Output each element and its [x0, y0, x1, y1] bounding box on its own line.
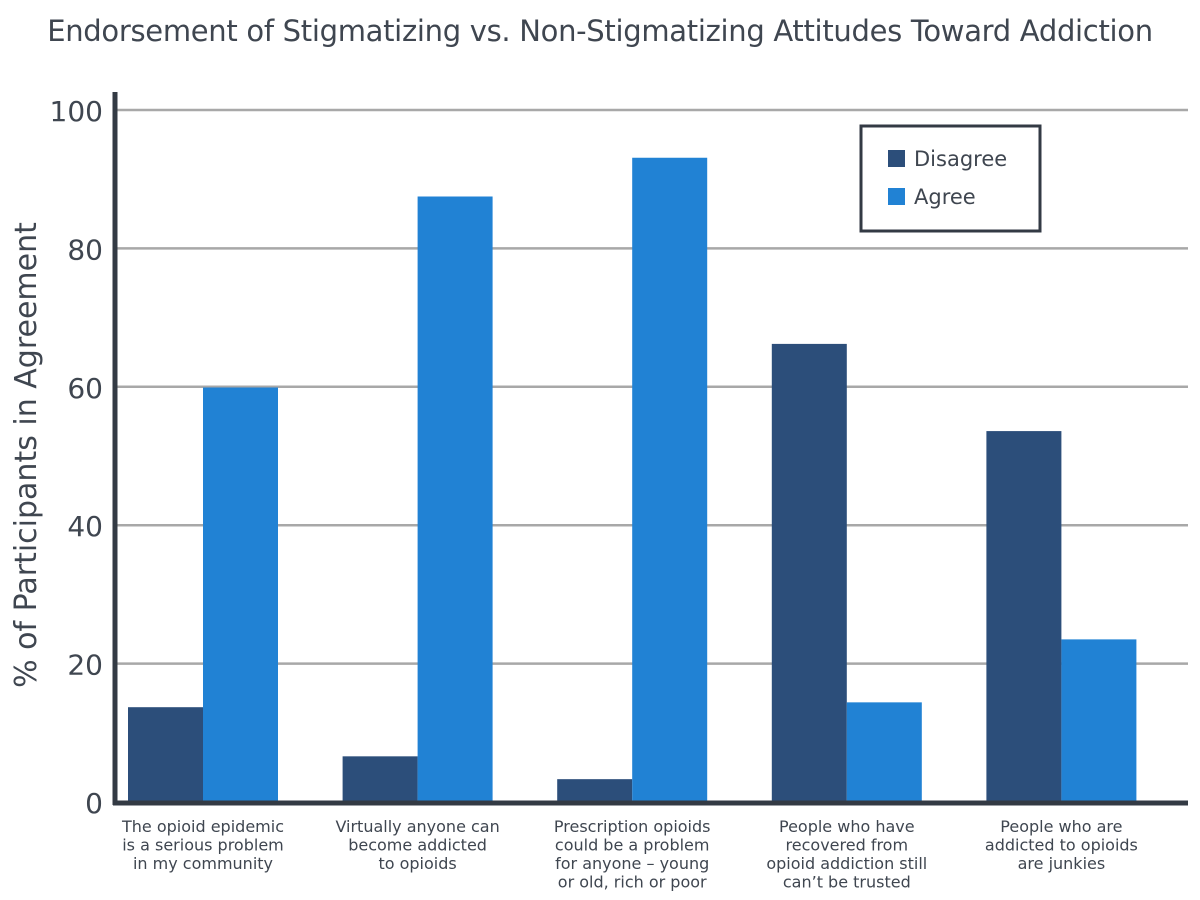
category-label: People who are addicted to opioids are jun… — [985, 817, 1138, 873]
bar-agree-1 — [203, 387, 278, 802]
category-label-line: are junkies — [1018, 854, 1106, 873]
category-label-line: People who have — [779, 817, 915, 836]
bar-agree-3 — [632, 157, 708, 803]
category-labels: The opioid epidemic is a serious problem i… — [121, 817, 1138, 892]
y-tick-label: 100 — [50, 95, 103, 128]
category-label: Prescription opioids could be a problem fo… — [554, 817, 711, 892]
legend-label-disagree: Disagree — [914, 147, 1007, 171]
bars — [128, 157, 1137, 803]
y-tick-label: 0 — [85, 787, 103, 820]
category-label: The opioid epidemic is a serious problem i… — [121, 817, 284, 873]
category-label: Virtually anyone can become addicted to op… — [335, 817, 499, 873]
bar-disagree-2 — [342, 756, 418, 802]
category-label-line: recovered from — [786, 836, 909, 855]
category-label-line: The opioid epidemic — [121, 817, 284, 836]
y-axis-label: % of Participants in Agreement — [9, 222, 44, 688]
category-label-line: addicted to opioids — [985, 836, 1138, 855]
category-label: People who have recovered from opioid addi… — [766, 817, 927, 892]
category-label-line: Virtually anyone can — [335, 817, 499, 836]
legend-box — [859, 124, 1042, 233]
category-label-line: Prescription opioids — [554, 817, 711, 836]
legend-swatch-agree — [888, 188, 905, 205]
category-label-line: opioid addiction still — [766, 854, 927, 873]
category-label-line: for anyone – young — [555, 854, 709, 873]
category-label-line: to opioids — [378, 854, 456, 873]
bar-agree-2 — [417, 196, 493, 802]
y-tick-label: 20 — [67, 649, 103, 682]
legend-label-agree: Agree — [914, 185, 976, 209]
axes — [112, 92, 1188, 806]
y-tick-label: 80 — [67, 233, 103, 266]
y-tick-label: 60 — [67, 372, 103, 405]
y-tick-labels: 0 20 40 60 80 100 — [50, 95, 103, 820]
category-label-line: is a serious problem — [122, 836, 284, 855]
bar-agree-5 — [1061, 639, 1137, 802]
legend-swatch-disagree — [888, 150, 905, 167]
category-label-line: or old, rich or poor — [558, 873, 707, 892]
bar-disagree-4 — [771, 343, 847, 802]
chart-title: Endorsement of Stigmatizing vs. Non-Stig… — [47, 14, 1153, 48]
category-label-line: can’t be trusted — [783, 873, 911, 892]
bar-agree-4 — [846, 702, 922, 802]
bar-disagree-3 — [557, 779, 633, 802]
y-tick-label: 40 — [67, 510, 103, 543]
category-label-line: become addicted — [348, 836, 487, 855]
bar-disagree-5 — [986, 431, 1062, 802]
category-label-line: People who are — [1000, 817, 1122, 836]
category-label-line: could be a problem — [555, 836, 710, 855]
category-label-line: in my community — [133, 854, 273, 873]
legend: Disagree Agree — [859, 124, 1042, 233]
bar-disagree-1 — [128, 707, 203, 802]
